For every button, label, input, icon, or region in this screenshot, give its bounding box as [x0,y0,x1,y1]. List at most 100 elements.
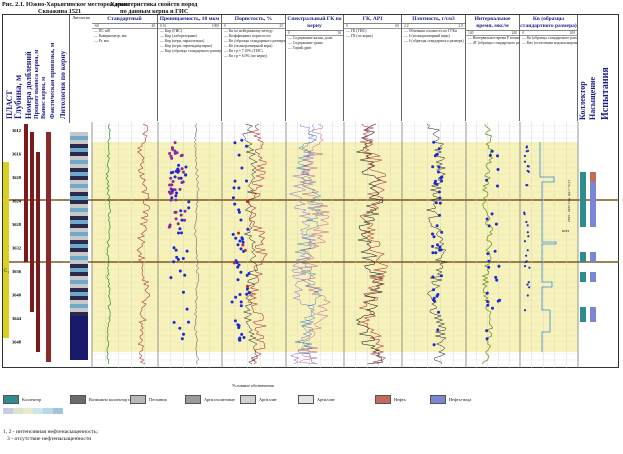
sw-point [523,240,527,243]
track-title: ГК, API [344,15,401,24]
porosity-point [233,319,237,323]
scale-min: 140 [468,31,474,35]
sw-point [523,160,527,163]
depth-label: 3616 [12,152,22,157]
curve-key: — δ (полноразмерный керн) [404,34,450,38]
porosity-point [236,278,240,282]
track-header-4: ГК, API 0 60 — ГК (ГИС) — ГК (по керну) [344,15,402,121]
track-header-7: Кв (образцы стандартного размера) 0 100— К… [520,15,578,121]
scale-min: 0.01 [160,24,167,28]
porosity-point [230,300,234,304]
lithology-cell [70,244,88,248]
curve-key: — Содержание урана [288,41,323,45]
lithology-cell [70,248,88,252]
scale-min: -60 [94,24,99,28]
curve-key: — Интервальное время Р волны [468,36,519,40]
lithology-cell [70,280,88,284]
depth-label: 3628 [12,222,22,227]
k-curve [289,123,318,365]
track-scale: -60 40 [92,24,157,29]
density-point [437,147,441,151]
legend-item: Коллектор [3,394,41,404]
curve-key: — Кв (образцы стандартного размера) [522,36,577,40]
porosity-point [239,304,243,308]
track-title: Проницаемость, 10 мкм [158,16,221,24]
dt-point [496,168,500,171]
th-curve [294,123,325,365]
track-scale: 2.2 2.9 [402,24,465,29]
track-header-1: Проницаемость, 10 мкм 0.01 1000 — Кпр (ГИС)… [158,15,222,121]
lithology-cell [70,320,88,324]
dt-point [496,184,499,188]
gr-curve [355,123,385,365]
lithology-cell [70,140,88,144]
pay-zone-band [92,142,578,352]
lithology-cell [70,256,88,260]
lithology-cell [70,240,88,244]
title-line2-right: по данным керна и ГИС [120,8,189,15]
density-point [438,245,442,249]
depth-label: 3632 [12,246,22,251]
sw-curve [539,142,557,352]
sw-point [526,249,529,252]
lithology-cell [70,192,88,196]
lithology-cell [70,300,88,304]
perm-point [181,257,185,260]
lithology-cell [70,292,88,296]
density-point [438,201,442,205]
lithology-cell [70,260,88,264]
legend-swatch [3,394,19,404]
depth-label: 3624 [12,199,22,204]
legend-item: Нефть+вода [430,394,471,404]
porosity-core-point [245,200,249,203]
porosity-point [237,326,241,330]
u-curve [298,123,331,365]
lithology-cell [70,152,88,156]
sp-curve [105,123,111,365]
sw-point [526,294,529,297]
density-point [440,175,444,179]
lithology-cell [70,288,88,292]
dt-point [490,212,494,216]
lithology-cell [70,212,88,216]
porosity-point [233,179,237,183]
scale-min: 0 [288,31,290,35]
density-point [436,328,440,332]
dt-point [487,265,491,269]
porosity-point [237,186,241,190]
porosity-core-point [237,231,240,235]
track-scale: 0.01 1000 [158,24,221,29]
density-point [438,213,441,217]
perm-point [183,273,187,277]
depth-label: 3644 [12,316,22,321]
perm-point [174,194,178,198]
perm-point [172,246,176,250]
collector-bar [580,252,586,262]
saturation-bar [590,172,596,182]
lithology-cell [70,176,88,180]
curve-key: — Содержание калия, доли [288,36,333,40]
porosity-point [246,287,249,291]
perm-point [169,198,173,202]
lithology-cell [70,196,88,200]
porosity-point [236,243,240,247]
legend-label: Аргиллит [317,396,335,402]
title-line1-right: Характеристика свойств пород [110,1,198,8]
lithology-cell [70,180,88,184]
legend-label: Возможно коллектор по керну [89,396,145,402]
legend-swatch [375,394,391,404]
legend-swatch [430,394,446,404]
porosity-point [231,196,235,200]
density-point [432,288,435,292]
sw-point [528,266,531,269]
legend-item: Аргиллит [240,394,277,404]
porosity-core-point [243,248,247,252]
saturation-bar [590,272,596,282]
lithology-cell [70,348,88,352]
track-scale: 0 10 [286,31,343,36]
lithology-cell [70,356,88,360]
density-point [437,170,440,174]
track-scale: 0 25 [222,24,285,29]
porosity-point [242,336,246,339]
density-point [440,179,444,183]
